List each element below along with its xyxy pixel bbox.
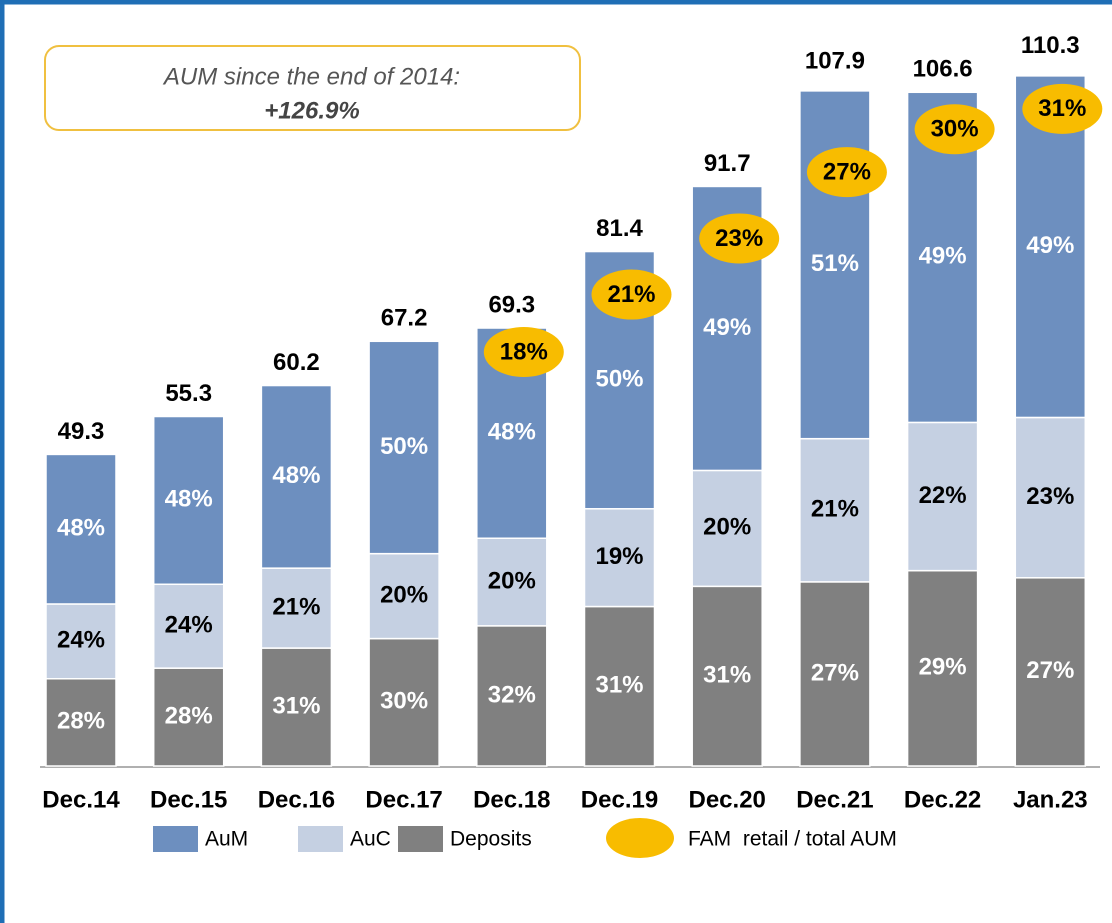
bar-segment [260, 384, 333, 569]
segment-label: 48% [488, 418, 536, 445]
x-tick-label: Jan.23 [1013, 786, 1088, 813]
x-tick-label: Dec.20 [689, 786, 766, 813]
segment-label: 50% [380, 433, 428, 460]
segment-label: 49% [1026, 232, 1074, 259]
legend-swatch [298, 826, 343, 852]
legend-swatch [153, 826, 198, 852]
bar-segment [45, 678, 117, 767]
segment-label: 27% [811, 659, 859, 686]
fam-label: 23% [715, 225, 763, 252]
segment-label: 50% [595, 366, 643, 393]
legend-label: Deposits [450, 828, 532, 851]
bar-segment [152, 583, 225, 669]
legend-swatch [606, 818, 674, 858]
total-label: 55.3 [165, 380, 212, 407]
x-tick-label: Dec.18 [473, 786, 550, 813]
segment-label: 28% [57, 708, 105, 735]
bar-segment [476, 625, 548, 767]
bar-segment [152, 415, 225, 586]
fam-marker [591, 269, 672, 320]
bar-segment [583, 605, 656, 767]
segment-label: 21% [811, 496, 859, 523]
total-label: 60.2 [273, 349, 320, 376]
bar-segment [368, 340, 440, 555]
segment-label: 49% [919, 243, 967, 270]
segment-label: 20% [703, 514, 751, 541]
bar-segment [368, 552, 440, 640]
x-tick-label: Dec.22 [904, 786, 981, 813]
segment-label: 24% [165, 612, 213, 639]
segment-label: 28% [165, 702, 213, 729]
bar-segment [45, 453, 117, 605]
bar-segment [368, 637, 440, 767]
bar-segment [1014, 416, 1087, 579]
segment-label: 48% [272, 462, 320, 489]
fam-label: 18% [500, 338, 548, 365]
x-tick-label: Dec.21 [796, 786, 873, 813]
segment-label: 29% [919, 654, 967, 681]
annotation-box [44, 45, 581, 131]
segment-label: 23% [1026, 483, 1074, 510]
fam-label: 27% [823, 158, 871, 185]
legend-label: AuM [205, 828, 248, 851]
annotation: +126.9% [264, 97, 359, 124]
segment-label: 21% [272, 593, 320, 620]
bar-segment [260, 647, 333, 767]
segment-label: 24% [57, 627, 105, 654]
segment-label: 20% [488, 567, 536, 594]
legend-label: FAM retail / total AUM [688, 828, 897, 851]
bar-segment [45, 603, 117, 680]
x-tick-label: Dec.19 [581, 786, 658, 813]
fam-marker [483, 327, 564, 378]
total-label: 49.3 [58, 418, 105, 445]
legend-swatch [398, 826, 443, 852]
x-tick-label: Dec.16 [258, 786, 335, 813]
segment-label: 27% [1026, 657, 1074, 684]
x-tick-label: Dec.14 [42, 786, 120, 813]
segment-label: 19% [595, 543, 643, 570]
segment-label: 30% [380, 688, 428, 715]
total-label: 81.4 [596, 215, 643, 242]
segment-label: 20% [380, 581, 428, 608]
x-tick-label: Dec.15 [150, 786, 227, 813]
fam-label: 30% [931, 116, 979, 143]
bar-segment [583, 508, 656, 608]
total-label: 106.6 [913, 56, 973, 83]
segment-label: 31% [703, 662, 751, 689]
segment-label: 51% [811, 250, 859, 277]
total-label: 67.2 [381, 305, 428, 332]
segment-label: 31% [272, 692, 320, 719]
annotation: AUM since the end of 2014: [162, 63, 460, 90]
fam-label: 31% [1038, 95, 1086, 122]
x-tick-label: Dec.17 [365, 786, 442, 813]
total-label: 91.7 [704, 150, 751, 177]
total-label: 69.3 [488, 291, 535, 318]
bar-segment [691, 585, 763, 767]
fam-label: 21% [607, 281, 655, 308]
total-label: 110.3 [1021, 32, 1080, 59]
fam-marker [806, 147, 887, 198]
segment-label: 48% [165, 486, 213, 513]
segment-label: 48% [57, 515, 105, 542]
segment-label: 22% [919, 482, 967, 509]
fam-marker [1022, 83, 1103, 134]
legend-label: AuC [350, 828, 391, 851]
segment-label: 49% [703, 314, 751, 341]
bar-segment [691, 469, 763, 588]
total-label: 107.9 [805, 47, 865, 74]
segment-label: 32% [488, 681, 536, 708]
segment-label: 31% [595, 672, 643, 699]
fam-marker [699, 213, 780, 264]
fam-marker [914, 104, 995, 155]
